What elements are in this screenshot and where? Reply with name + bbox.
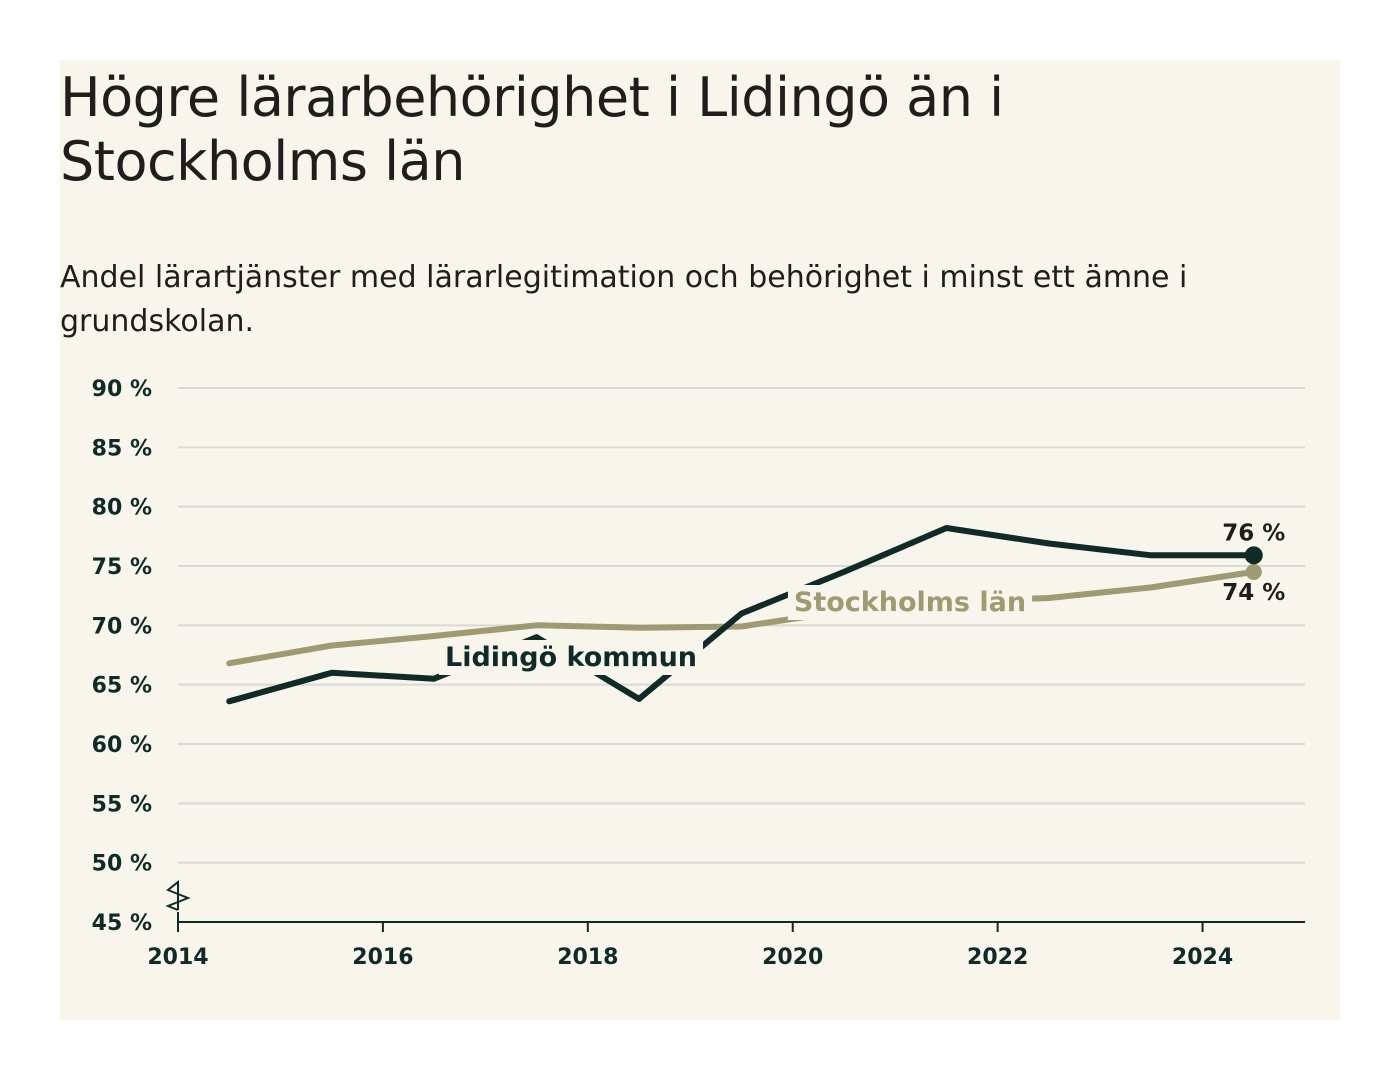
chart-subtitle: Andel lärartjänster med lärarlegitimatio…	[60, 260, 1188, 339]
end-label-lidingo: 76 %	[1222, 520, 1285, 546]
end-point-lidingo	[1244, 546, 1263, 565]
axis-break-icon	[165, 879, 191, 911]
labels: 76 % 74 % Lidingö kommun Stockholms län	[438, 520, 1285, 675]
series-label-lidingo: Lidingö kommun	[445, 642, 697, 673]
y-tick-label: 85 %	[92, 436, 152, 461]
series-label-stockholm: Stockholms län	[794, 587, 1026, 618]
x-tick-label: 2024	[1172, 945, 1233, 970]
x-tick-label: 2016	[352, 945, 413, 970]
series-line-stockholm	[226, 568, 1257, 667]
y-tick-label: 90 %	[92, 377, 152, 402]
y-tick-label: 65 %	[92, 674, 152, 699]
y-tick-label: 45 %	[92, 911, 152, 936]
y-tick-label: 75 %	[92, 555, 152, 580]
series-label-lidingo-halo	[438, 640, 704, 675]
x-tick-label: 2022	[967, 945, 1028, 970]
y-tick-label: 55 %	[92, 792, 152, 817]
chart-card: Högre lärarbehörighet i Lidingö än i Sto…	[60, 60, 1340, 1020]
y-tick-label: 70 %	[92, 614, 152, 639]
x-tick-label: 2020	[762, 945, 823, 970]
series-lines	[226, 525, 1263, 705]
end-label-stockholm: 74 %	[1222, 580, 1285, 606]
y-tick-label: 60 %	[92, 733, 152, 758]
series-line-lidingo	[226, 525, 1257, 705]
x-tick-label: 2014	[147, 945, 208, 970]
y-tick-label: 80 %	[92, 496, 152, 521]
gridlines	[178, 387, 1305, 864]
x-tick-label: 2018	[557, 945, 618, 970]
series-label-stockholm-halo	[787, 585, 1033, 620]
chart-title: Högre lärarbehörighet i Lidingö än i Sto…	[60, 66, 1004, 193]
axes: 45 % 50 % 55 % 60 % 65 % 70 % 75 % 80 % 85 % 90 %…	[92, 377, 1305, 970]
end-point-stockholm	[1245, 563, 1262, 580]
y-tick-label: 50 %	[92, 852, 152, 877]
